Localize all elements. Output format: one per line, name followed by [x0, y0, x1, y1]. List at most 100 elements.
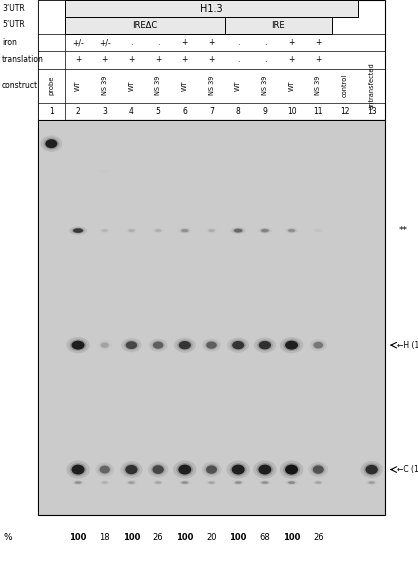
- Ellipse shape: [101, 171, 109, 172]
- Ellipse shape: [288, 229, 295, 232]
- Ellipse shape: [181, 481, 188, 484]
- Ellipse shape: [71, 464, 84, 475]
- Text: ←C (125 nt): ←C (125 nt): [397, 465, 418, 474]
- Ellipse shape: [127, 481, 135, 484]
- Text: 26: 26: [153, 532, 163, 541]
- Text: .: .: [264, 56, 266, 65]
- Ellipse shape: [125, 170, 138, 173]
- Ellipse shape: [98, 464, 112, 475]
- Text: 10: 10: [287, 107, 296, 116]
- Text: 100: 100: [69, 532, 87, 541]
- Text: +/-: +/-: [99, 39, 111, 48]
- Ellipse shape: [45, 139, 57, 148]
- Ellipse shape: [153, 480, 163, 485]
- Ellipse shape: [126, 341, 137, 349]
- Ellipse shape: [313, 229, 324, 233]
- Ellipse shape: [153, 341, 163, 349]
- Ellipse shape: [206, 341, 217, 349]
- Text: NS 39: NS 39: [315, 76, 321, 95]
- Ellipse shape: [99, 228, 110, 233]
- Ellipse shape: [155, 229, 161, 232]
- Text: +: +: [288, 39, 295, 48]
- Ellipse shape: [287, 481, 296, 484]
- Ellipse shape: [126, 171, 136, 172]
- Ellipse shape: [202, 338, 221, 352]
- Ellipse shape: [98, 340, 112, 350]
- Ellipse shape: [99, 171, 110, 172]
- Ellipse shape: [314, 481, 322, 484]
- Ellipse shape: [285, 464, 298, 475]
- Ellipse shape: [102, 481, 107, 484]
- Ellipse shape: [230, 340, 246, 350]
- Text: 13: 13: [367, 107, 377, 116]
- Text: +: +: [315, 39, 321, 48]
- Text: +: +: [181, 39, 188, 48]
- Text: +: +: [75, 56, 81, 65]
- Ellipse shape: [71, 341, 84, 350]
- Text: 9: 9: [263, 107, 268, 116]
- Text: +/-: +/-: [72, 39, 84, 48]
- Ellipse shape: [101, 229, 109, 232]
- Bar: [65, 0, 358, 17]
- Ellipse shape: [287, 229, 296, 232]
- Ellipse shape: [72, 480, 84, 485]
- Ellipse shape: [69, 463, 87, 476]
- Text: iron: iron: [2, 39, 17, 48]
- Ellipse shape: [311, 464, 326, 475]
- Ellipse shape: [180, 229, 189, 232]
- Ellipse shape: [230, 227, 246, 234]
- Ellipse shape: [364, 463, 380, 476]
- Ellipse shape: [230, 463, 247, 476]
- Bar: [39, 121, 384, 514]
- Text: construct: construct: [2, 81, 38, 90]
- Bar: [225, 17, 331, 34]
- Text: WT: WT: [182, 81, 188, 91]
- Ellipse shape: [285, 480, 298, 485]
- Ellipse shape: [315, 229, 322, 232]
- Text: .: .: [264, 39, 266, 48]
- Ellipse shape: [367, 481, 376, 484]
- Ellipse shape: [176, 463, 193, 476]
- Ellipse shape: [258, 464, 271, 475]
- Ellipse shape: [280, 460, 303, 479]
- Ellipse shape: [254, 337, 276, 353]
- Ellipse shape: [227, 337, 249, 353]
- Text: **: **: [399, 226, 408, 235]
- Ellipse shape: [365, 465, 378, 475]
- Text: probe: probe: [48, 76, 54, 95]
- Text: 26: 26: [313, 532, 324, 541]
- Ellipse shape: [41, 136, 62, 152]
- Ellipse shape: [314, 342, 323, 349]
- Ellipse shape: [283, 463, 300, 476]
- Ellipse shape: [206, 228, 217, 233]
- Ellipse shape: [154, 229, 162, 232]
- Ellipse shape: [232, 228, 244, 233]
- Ellipse shape: [258, 227, 272, 234]
- Text: translation: translation: [2, 56, 44, 65]
- Ellipse shape: [280, 337, 303, 353]
- Text: .: .: [237, 56, 240, 65]
- Text: IRE: IRE: [271, 21, 285, 30]
- Text: +: +: [208, 39, 215, 48]
- Text: 100: 100: [283, 532, 300, 541]
- Text: ←H (184 nt): ←H (184 nt): [397, 341, 418, 350]
- Ellipse shape: [253, 460, 277, 479]
- Ellipse shape: [232, 480, 244, 485]
- Ellipse shape: [151, 340, 165, 350]
- Ellipse shape: [128, 481, 135, 484]
- Ellipse shape: [66, 337, 90, 353]
- Ellipse shape: [206, 480, 217, 485]
- Text: NS 39: NS 39: [102, 76, 108, 95]
- Text: 3’UTR: 3’UTR: [2, 4, 25, 13]
- Ellipse shape: [125, 465, 138, 475]
- Ellipse shape: [205, 340, 218, 350]
- Text: .: .: [237, 39, 240, 48]
- Ellipse shape: [366, 480, 377, 485]
- Ellipse shape: [43, 138, 59, 150]
- Ellipse shape: [154, 481, 162, 484]
- Ellipse shape: [232, 464, 245, 475]
- Text: 68: 68: [260, 532, 270, 541]
- Text: untransfected: untransfected: [369, 62, 375, 109]
- Text: WT: WT: [288, 81, 295, 91]
- Text: IREΔC: IREΔC: [132, 21, 158, 30]
